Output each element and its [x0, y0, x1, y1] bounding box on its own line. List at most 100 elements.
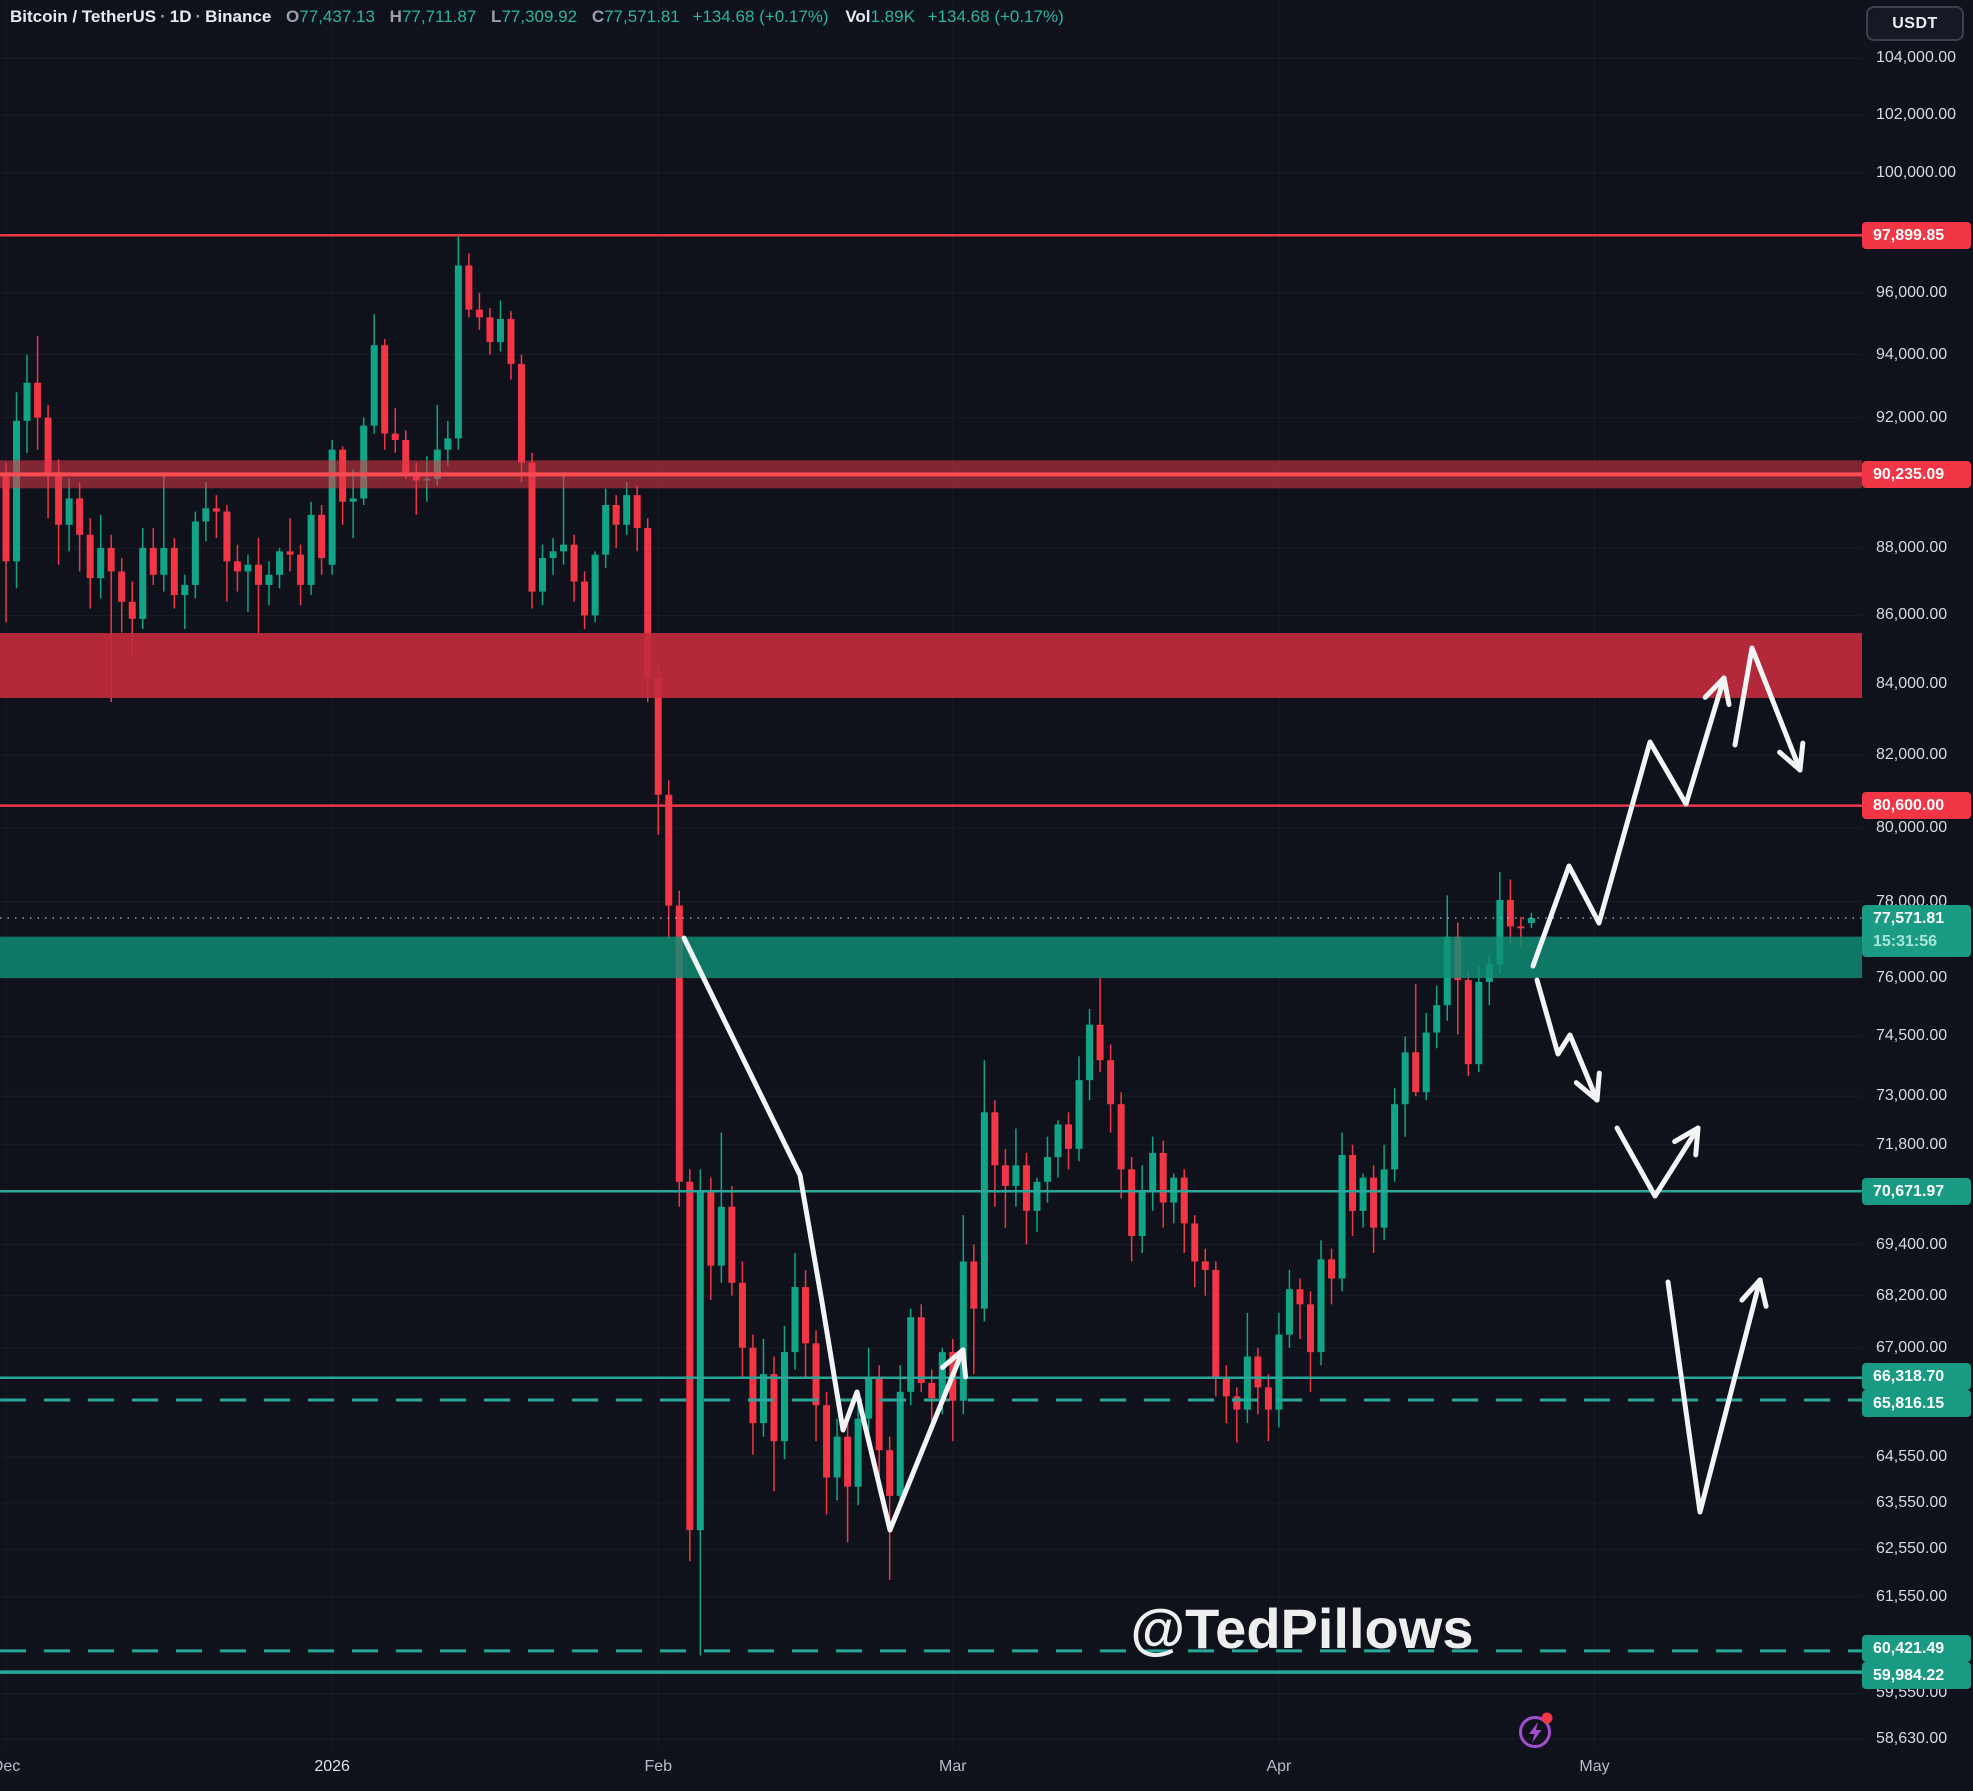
candle: [233, 544, 241, 592]
events-marker-icon[interactable]: [1519, 1712, 1553, 1748]
candle: [496, 300, 504, 352]
candle: [1401, 1036, 1409, 1137]
bear-zigzag-down[interactable]: [1534, 977, 1602, 1103]
price-tick: 61,550.00: [1876, 1587, 1948, 1605]
levels[interactable]: [0, 234, 1862, 1674]
candle: [1264, 1374, 1272, 1442]
price-level-label[interactable]: 65,816.15: [1862, 1389, 1971, 1417]
candle: [1422, 1012, 1430, 1101]
candle: [833, 1418, 841, 1501]
drawing-arrows[interactable]: [681, 645, 1806, 1533]
price-tick: 64,550.00: [1876, 1448, 1948, 1465]
candle: [1191, 1215, 1199, 1288]
candle: [1159, 1140, 1167, 1228]
price-tick: 73,000.00: [1876, 1087, 1948, 1105]
peak-reject-down[interactable]: [1732, 645, 1806, 773]
bounce-v-66k[interactable]: [1665, 1277, 1769, 1515]
candle: [633, 485, 641, 552]
candle: [865, 1347, 873, 1437]
candle: [465, 253, 473, 318]
current-price-value: 77,571.81: [1873, 909, 1945, 927]
price-tick: 74,500.00: [1876, 1027, 1948, 1045]
candle: [1170, 1173, 1178, 1224]
candle: [212, 495, 220, 539]
price-tick: 67,000.00: [1876, 1338, 1948, 1356]
candle: [1275, 1312, 1283, 1428]
currency-toggle-button[interactable]: USDT: [1866, 6, 1964, 41]
price-tick: 59,550.00: [1876, 1684, 1948, 1702]
symbol-name: Bitcoin / TetherUS: [10, 7, 157, 26]
candle: [696, 1169, 704, 1656]
candle: [181, 574, 189, 630]
price-tick: 100,000.00: [1876, 164, 1957, 182]
candle: [328, 440, 336, 575]
price-tick: 94,000.00: [1876, 345, 1948, 363]
candle: [318, 504, 326, 575]
price-level-label[interactable]: 70,671.97: [1862, 1177, 1971, 1205]
candle: [1086, 1009, 1094, 1101]
open-value: 77,437.13: [299, 7, 375, 26]
candle: [1285, 1269, 1293, 1348]
price-tick: 63,550.00: [1876, 1493, 1948, 1511]
current-price-label[interactable]: 77,571.81 15:31:56: [1862, 904, 1971, 957]
candle: [286, 518, 294, 572]
candle: [717, 1132, 725, 1283]
volume-change: +134.68 (+0.17%): [927, 7, 1064, 26]
interval-label: 1D: [169, 7, 192, 26]
price-tick: 71,800.00: [1876, 1135, 1948, 1153]
candle: [118, 558, 126, 633]
candle: [1338, 1132, 1346, 1292]
price-tick: 88,000.00: [1876, 539, 1948, 556]
change-value: +134.68 (+0.17%): [692, 7, 829, 26]
price-tick: 92,000.00: [1876, 408, 1948, 426]
bounce-v-70k[interactable]: [1614, 1125, 1701, 1199]
candle: [570, 534, 578, 602]
candle: [791, 1252, 799, 1370]
past-path-zigzag[interactable]: [681, 935, 969, 1533]
candle: [1117, 1092, 1125, 1199]
price-level-label[interactable]: 97,899.85: [1862, 221, 1971, 249]
candle: [160, 475, 168, 592]
zones[interactable]: [0, 460, 1862, 979]
volume-value: 1.89K: [870, 7, 915, 26]
open-label: O: [286, 7, 300, 26]
candle: [1022, 1152, 1030, 1245]
candle: [802, 1269, 810, 1379]
candle: [707, 1177, 715, 1300]
grid: [0, 57, 1862, 1740]
price-level-label[interactable]: 66,318.70: [1862, 1363, 1971, 1391]
price-level-label[interactable]: 59,984.22: [1862, 1661, 1971, 1689]
candle: [1065, 1112, 1073, 1170]
candle: [539, 544, 547, 606]
candle: [1075, 1056, 1083, 1162]
candle: [1391, 1088, 1399, 1182]
supply-zone-84k[interactable]: [0, 633, 1862, 698]
exchange-label: Binance: [205, 7, 272, 26]
time-tick-2026: 2026: [314, 1758, 350, 1775]
candle: [1149, 1136, 1157, 1211]
candle: [202, 482, 210, 542]
candle: [1317, 1240, 1325, 1366]
candle: [1201, 1248, 1209, 1296]
candle: [1328, 1248, 1336, 1305]
candle: [475, 292, 483, 330]
candle: [86, 518, 94, 609]
candle: [2, 462, 10, 623]
candle: [276, 548, 284, 589]
low-value: 77,309.92: [501, 7, 578, 26]
candle: [1296, 1278, 1304, 1339]
demand-zone-76k[interactable]: [0, 936, 1862, 979]
candle: [65, 478, 73, 552]
candle: [970, 1244, 978, 1375]
price-tick: 69,400.00: [1876, 1235, 1948, 1253]
price-tick: 62,550.00: [1876, 1540, 1948, 1558]
candle: [602, 488, 610, 569]
bull-zigzag-up[interactable]: [1530, 675, 1732, 969]
price-level-label[interactable]: 80,600.00: [1862, 792, 1971, 820]
price-tick: 86,000.00: [1876, 606, 1948, 624]
price-level-label[interactable]: 60,421.49: [1862, 1635, 1971, 1663]
candle: [13, 392, 21, 589]
price-level-label[interactable]: 90,235.09: [1862, 460, 1971, 488]
candle: [1033, 1177, 1041, 1232]
